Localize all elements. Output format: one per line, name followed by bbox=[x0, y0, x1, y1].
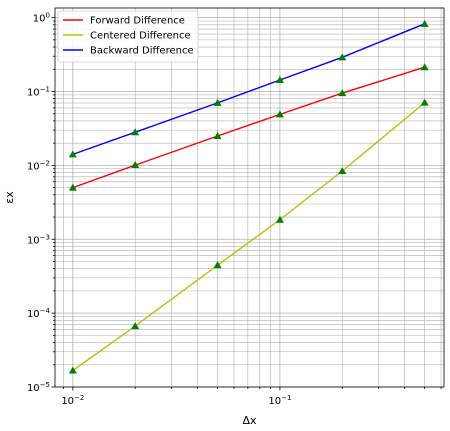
legend-box bbox=[57, 10, 199, 63]
series-lines bbox=[72, 23, 426, 372]
data-point-marker bbox=[131, 161, 140, 169]
data-point-marker bbox=[213, 98, 222, 106]
data-point-marker bbox=[213, 261, 222, 269]
series-line-1 bbox=[72, 102, 426, 372]
data-point-marker bbox=[213, 131, 222, 139]
plot-frame bbox=[54, 7, 445, 388]
data-point-marker bbox=[68, 150, 77, 158]
x-tick-label: 10−1 bbox=[268, 394, 291, 407]
y-axis-label: εx bbox=[3, 191, 16, 204]
data-point-marker bbox=[338, 166, 347, 174]
data-point-marker bbox=[68, 366, 77, 374]
legend-entry-label: Centered Difference bbox=[90, 31, 191, 42]
data-point-marker bbox=[338, 89, 347, 97]
legend-entry-label: Backward Difference bbox=[90, 46, 194, 57]
data-point-marker bbox=[275, 215, 284, 223]
legend: Forward Difference Centered Difference Bac… bbox=[57, 10, 199, 63]
y-tick-label: 10−4 bbox=[27, 307, 51, 320]
y-tick-label: 100 bbox=[33, 12, 50, 25]
data-point-marker bbox=[68, 183, 77, 191]
data-point-marker bbox=[420, 98, 429, 106]
x-tick-label: 10−2 bbox=[61, 394, 84, 407]
x-axis-label: Δx bbox=[242, 414, 257, 427]
axis-ticks: 10−2 10−1 10−5 10−4 10−3 10−2 10−1 100 bbox=[27, 12, 442, 407]
data-point-marker bbox=[420, 19, 429, 27]
data-markers bbox=[68, 19, 429, 374]
series-line-0 bbox=[72, 66, 425, 189]
data-point-marker bbox=[420, 63, 429, 71]
y-tick-label: 10−1 bbox=[27, 86, 50, 99]
data-point-marker bbox=[131, 128, 140, 136]
y-tick-label: 10−2 bbox=[27, 159, 50, 172]
legend-entry-label: Forward Difference bbox=[90, 16, 185, 27]
data-point-marker bbox=[275, 76, 284, 84]
data-point-marker bbox=[338, 53, 347, 61]
series-line-2 bbox=[72, 23, 425, 156]
data-point-marker bbox=[131, 322, 140, 330]
y-tick-label: 10−3 bbox=[27, 233, 50, 246]
data-point-marker bbox=[275, 110, 284, 118]
y-tick-label: 10−5 bbox=[27, 381, 50, 394]
